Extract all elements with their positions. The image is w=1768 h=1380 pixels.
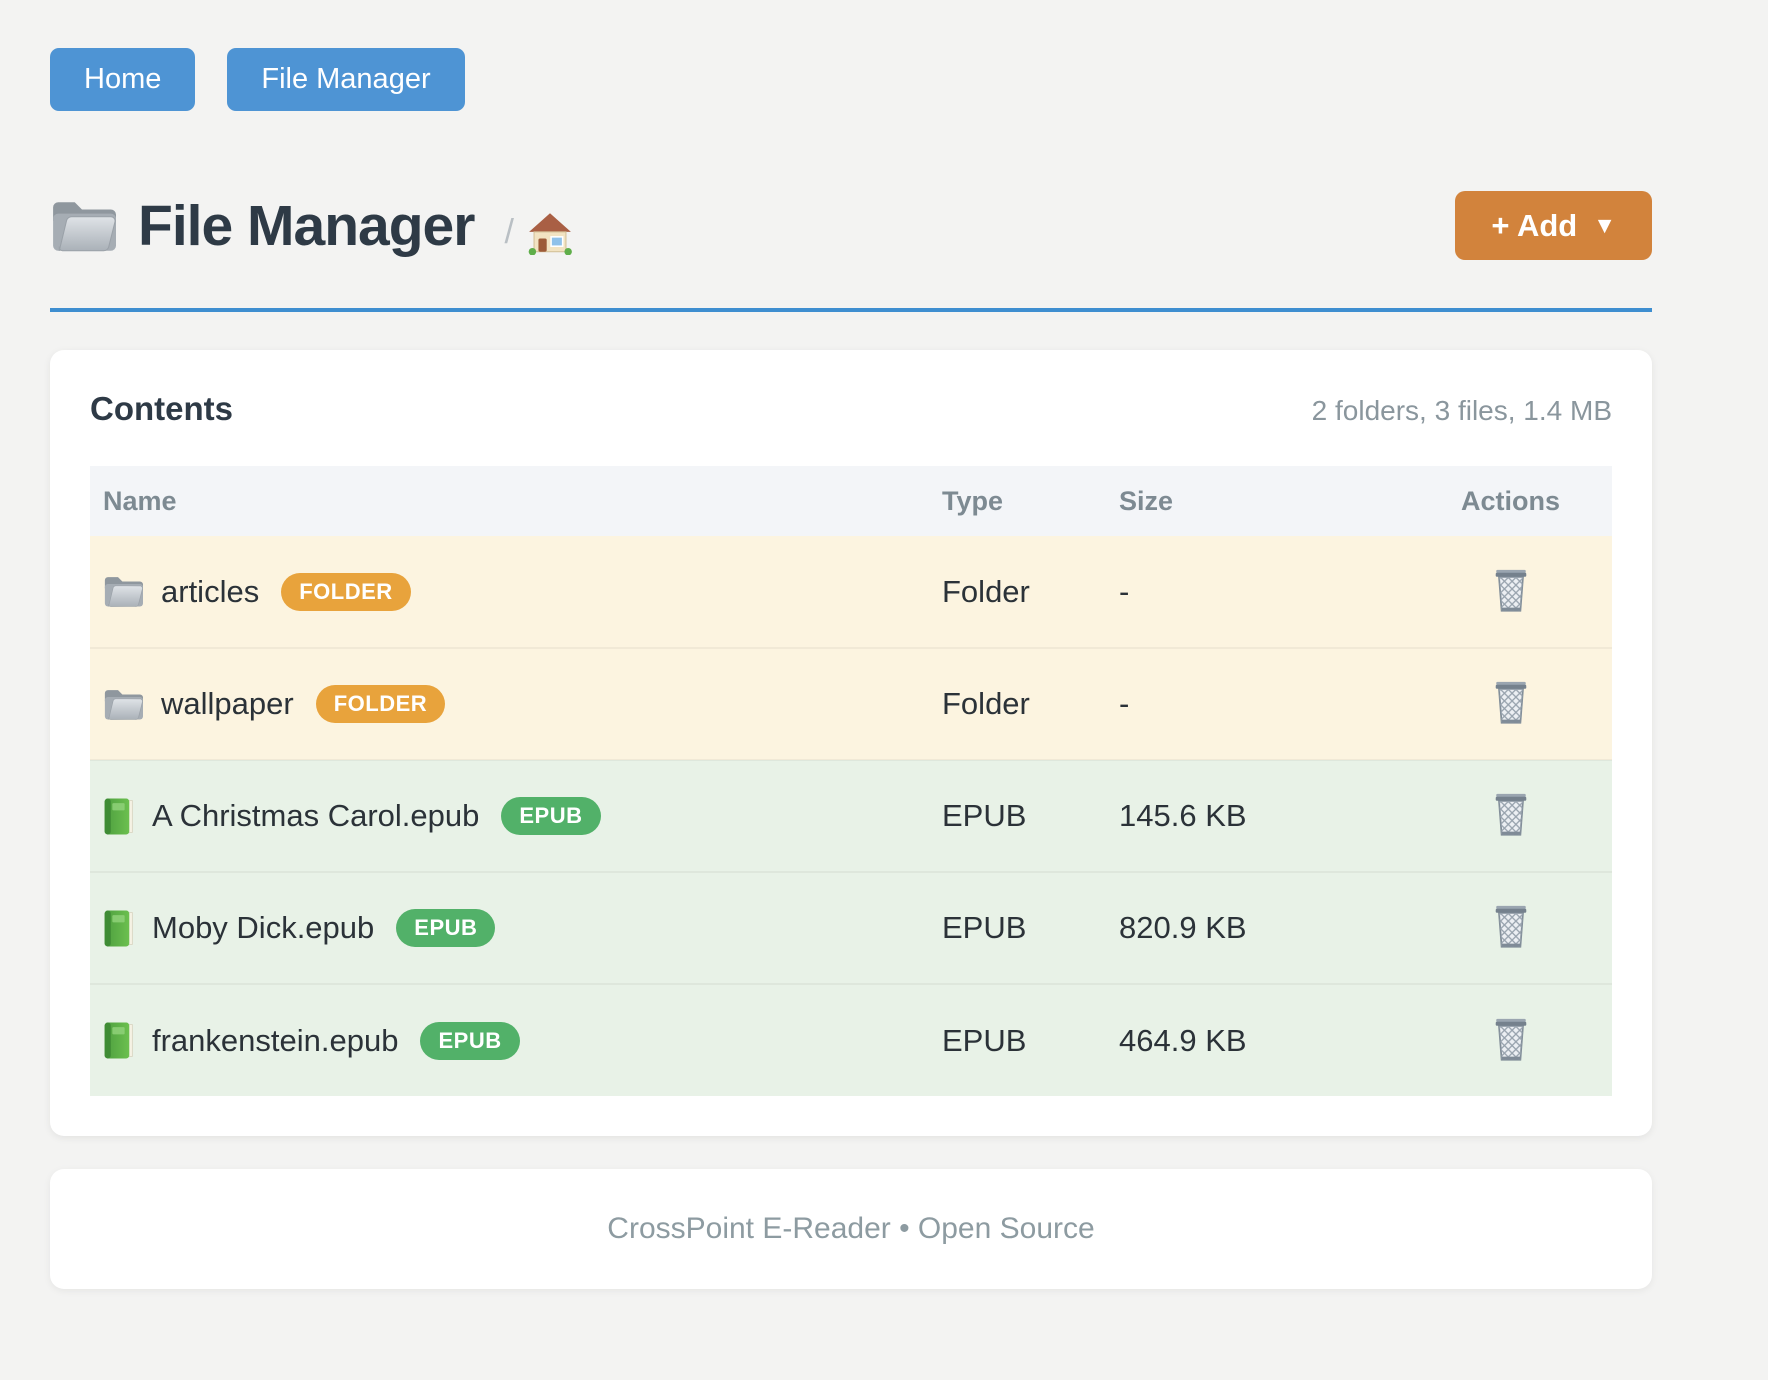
- page-title: File Manager: [138, 193, 474, 259]
- chevron-down-icon: ▼: [1593, 212, 1616, 239]
- table-row: articles FOLDER Folder -: [90, 536, 1612, 648]
- type-badge: EPUB: [420, 1022, 519, 1060]
- breadcrumb: /: [504, 211, 571, 255]
- trash-icon: [1489, 1015, 1533, 1063]
- delete-button[interactable]: [1485, 786, 1537, 842]
- footer: CrossPoint E-Reader • Open Source: [50, 1169, 1652, 1289]
- file-name[interactable]: Moby Dick.epub: [152, 910, 374, 946]
- delete-button[interactable]: [1485, 674, 1537, 730]
- contents-table-body: articles FOLDER Folder - wallpaper FOLDE…: [90, 536, 1612, 1096]
- footer-text: CrossPoint E-Reader • Open Source: [607, 1212, 1094, 1246]
- size-cell: 464.9 KB: [1119, 984, 1409, 1096]
- trash-icon: [1489, 678, 1533, 726]
- trash-icon: [1489, 566, 1533, 614]
- delete-button[interactable]: [1485, 562, 1537, 618]
- type-badge: EPUB: [396, 909, 495, 947]
- epub-book-icon: [103, 797, 134, 836]
- delete-button[interactable]: [1485, 898, 1537, 954]
- file-manager-nav-button[interactable]: File Manager: [227, 48, 464, 111]
- home-icon[interactable]: [514, 211, 572, 255]
- type-badge: FOLDER: [316, 685, 445, 723]
- table-row: frankenstein.epub EPUB EPUB 464.9 KB: [90, 984, 1612, 1096]
- type-cell: Folder: [942, 648, 1119, 760]
- type-cell: EPUB: [942, 872, 1119, 984]
- column-header-name: Name: [90, 466, 942, 536]
- trash-icon: [1489, 902, 1533, 950]
- epub-book-icon: [103, 909, 134, 948]
- page: Home File Manager File Manager / + Add ▼…: [50, 48, 1652, 1289]
- accent-divider: [50, 308, 1652, 312]
- trash-icon: [1489, 790, 1533, 838]
- folder-icon: [50, 197, 116, 255]
- folder-icon: [103, 687, 143, 722]
- column-header-type: Type: [942, 466, 1119, 536]
- breadcrumb-separator: /: [504, 213, 513, 252]
- folder-icon: [103, 574, 143, 609]
- table-row: wallpaper FOLDER Folder -: [90, 648, 1612, 760]
- size-cell: -: [1119, 648, 1409, 760]
- file-name[interactable]: articles: [161, 574, 259, 610]
- contents-table: Name Type Size Actions articles FOLDER F…: [90, 466, 1612, 1096]
- contents-heading: Contents: [90, 390, 233, 428]
- file-name[interactable]: wallpaper: [161, 686, 294, 722]
- table-header-row: Name Type Size Actions: [90, 466, 1612, 536]
- type-cell: Folder: [942, 536, 1119, 648]
- type-badge: FOLDER: [281, 573, 410, 611]
- type-cell: EPUB: [942, 984, 1119, 1096]
- top-nav: Home File Manager: [50, 48, 1652, 111]
- size-cell: 145.6 KB: [1119, 760, 1409, 872]
- file-name[interactable]: A Christmas Carol.epub: [152, 798, 479, 834]
- table-row: Moby Dick.epub EPUB EPUB 820.9 KB: [90, 872, 1612, 984]
- type-badge: EPUB: [501, 797, 600, 835]
- epub-book-icon: [103, 1021, 134, 1060]
- size-cell: -: [1119, 536, 1409, 648]
- file-name[interactable]: frankenstein.epub: [152, 1023, 398, 1059]
- add-button[interactable]: + Add ▼: [1455, 191, 1652, 260]
- column-header-actions: Actions: [1409, 466, 1612, 536]
- contents-card: Contents 2 folders, 3 files, 1.4 MB Name…: [50, 350, 1652, 1136]
- page-header: File Manager / + Add ▼: [50, 191, 1652, 260]
- home-nav-button[interactable]: Home: [50, 48, 195, 111]
- column-header-size: Size: [1119, 466, 1409, 536]
- delete-button[interactable]: [1485, 1011, 1537, 1067]
- type-cell: EPUB: [942, 760, 1119, 872]
- table-row: A Christmas Carol.epub EPUB EPUB 145.6 K…: [90, 760, 1612, 872]
- size-cell: 820.9 KB: [1119, 872, 1409, 984]
- contents-summary: 2 folders, 3 files, 1.4 MB: [1312, 395, 1612, 427]
- add-button-label: + Add: [1491, 208, 1577, 244]
